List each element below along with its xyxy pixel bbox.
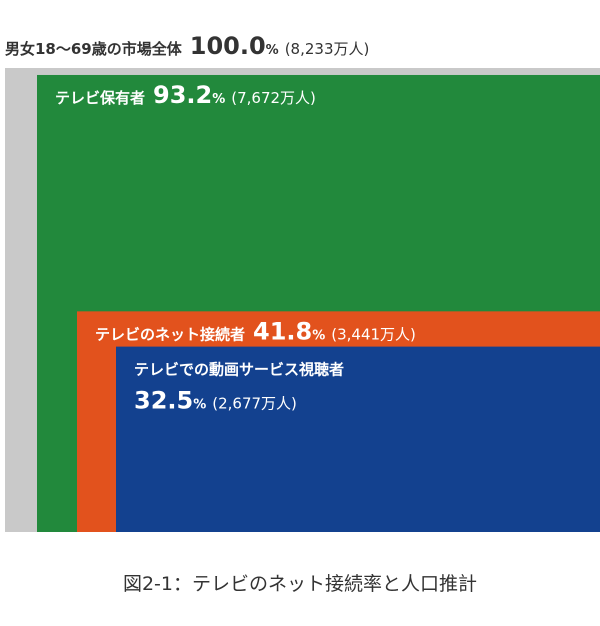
count-label: (3,441万人): [331, 325, 416, 343]
series-name: 男女18〜69歳の市場全体: [5, 40, 183, 58]
series-name: テレビのネット接続者: [95, 325, 245, 343]
unit: %: [266, 43, 279, 58]
block-value-label: 32.5% (2,677万人): [134, 387, 297, 415]
caption: 図2-1：テレビのネット接続率と人口推計: [123, 573, 477, 595]
unit: %: [193, 398, 206, 413]
series-name: テレビ保有者: [55, 89, 145, 107]
unit: %: [312, 328, 325, 343]
block-label: テレビでの動画サービス視聴者: [134, 361, 344, 379]
value-label: 32.5: [134, 387, 193, 415]
area-block: [116, 346, 600, 532]
unit: %: [212, 92, 225, 107]
value-label: 93.2: [153, 81, 212, 109]
count-label: (7,672万人): [231, 89, 316, 107]
count-label: (2,677万人): [212, 395, 297, 413]
value-label: 100.0: [190, 32, 266, 60]
series-name: テレビでの動画サービス視聴者: [134, 361, 344, 379]
block-label: テレビ保有者 93.2% (7,672万人): [55, 81, 316, 109]
count-label: (8,233万人): [285, 40, 370, 58]
value-label: 41.8: [253, 317, 312, 345]
block-label: テレビのネット接続者 41.8% (3,441万人): [95, 317, 416, 345]
block-label: 男女18〜69歳の市場全体 100.0% (8,233万人): [5, 32, 369, 60]
